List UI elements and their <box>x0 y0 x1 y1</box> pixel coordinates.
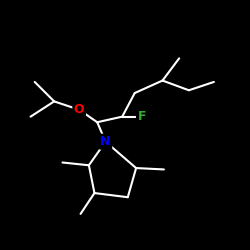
Text: N: N <box>100 135 111 148</box>
Text: O: O <box>74 103 85 116</box>
Text: F: F <box>138 110 146 123</box>
